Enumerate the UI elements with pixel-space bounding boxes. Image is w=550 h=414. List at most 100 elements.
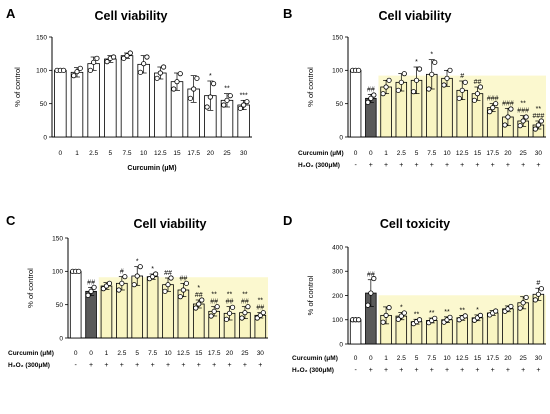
data-point (508, 106, 514, 112)
data-point (199, 297, 205, 303)
data-point (416, 66, 423, 72)
bar (87, 63, 100, 138)
data-point (223, 316, 230, 322)
y-tick-label: 100 (332, 68, 343, 75)
data-point (227, 93, 233, 99)
data-point (502, 122, 508, 128)
significance-label: ** (460, 307, 466, 314)
h2o2-mark: + (369, 367, 373, 374)
x-tick-label: 25 (241, 350, 249, 357)
x-tick-label: 10 (443, 150, 451, 157)
h2o2-mark: + (197, 362, 201, 369)
x-tick-label: 1 (384, 355, 388, 362)
x-tick-label: 2.5 (89, 150, 98, 157)
significance-label: * (197, 285, 200, 292)
data-point (187, 95, 193, 101)
x-tick-label: 10 (443, 355, 451, 362)
x-tick-label: 0 (369, 150, 373, 157)
y-tick-label: 400 (332, 244, 343, 251)
h2o2-row-label: H₂O₂ (300μM) (8, 362, 50, 369)
panel-letter: D (283, 213, 292, 228)
h2o2-mark: + (135, 362, 139, 369)
significance-label: ## (241, 299, 249, 306)
x-tick-label: 15 (195, 350, 203, 357)
bar (146, 276, 159, 339)
data-point (429, 71, 435, 77)
bar (104, 58, 117, 138)
significance-label: ** (520, 101, 526, 108)
data-point (180, 287, 186, 293)
h2o2-mark: + (399, 162, 403, 169)
x-tick-label: 0 (354, 355, 358, 362)
data-point (477, 312, 484, 318)
h2o2-mark: + (475, 367, 479, 374)
y-tick-label: 0 (339, 134, 343, 141)
x-tick-label: 25 (223, 150, 231, 157)
y-tick-label: 50 (56, 302, 64, 309)
significance-label: * (476, 307, 479, 314)
data-point (505, 114, 511, 120)
data-point (177, 294, 183, 300)
h2o2-mark: - (354, 367, 357, 374)
x-tick-label: 10 (140, 150, 148, 157)
data-point (444, 75, 450, 81)
data-point (260, 310, 266, 316)
significance-label: # (536, 280, 540, 287)
x-tick-label: 17.5 (486, 355, 499, 362)
data-point (88, 288, 94, 294)
data-point (532, 297, 538, 303)
curcumin-row-label: Curcumin (µM) (298, 150, 344, 157)
data-point (244, 99, 250, 105)
h2o2-mark: + (491, 162, 495, 169)
data-point (371, 275, 377, 282)
h2o2-mark: + (414, 367, 418, 374)
data-point (538, 118, 544, 124)
bar (54, 69, 67, 138)
data-point (193, 305, 199, 311)
y-tick-label: 50 (40, 101, 48, 108)
h2o2-mark: + (460, 162, 464, 169)
data-point (208, 313, 214, 319)
x-tick-label: 17.5 (187, 150, 200, 157)
y-tick-label: 150 (36, 34, 47, 41)
x-tick-label: 20 (504, 150, 512, 157)
data-point (447, 314, 453, 320)
data-point (508, 303, 514, 310)
y-tick-label: 100 (332, 317, 343, 324)
data-point (456, 95, 462, 101)
data-point (183, 280, 189, 286)
data-point (241, 102, 247, 108)
x-tick-label: 30 (535, 355, 543, 362)
panel-title: Cell viability (379, 9, 452, 23)
significance-label: ** (429, 310, 435, 317)
data-point (131, 282, 137, 288)
significance-label: # (120, 269, 124, 276)
y-tick-label: 150 (52, 235, 63, 242)
data-point (520, 300, 526, 306)
data-point (416, 317, 423, 323)
x-tick-label: 2.5 (117, 350, 126, 357)
bar (120, 55, 134, 138)
h2o2-mark: + (258, 362, 262, 369)
h2o2-mark: + (475, 162, 479, 169)
data-point (94, 55, 100, 61)
data-point (137, 69, 143, 75)
data-point (194, 75, 200, 81)
h2o2-mark: + (181, 362, 185, 369)
data-point (386, 305, 392, 311)
h2o2-mark: + (384, 162, 388, 169)
bar (486, 312, 499, 345)
x-tick-label: 5 (135, 350, 139, 357)
data-point (211, 308, 217, 314)
curcumin-row-label: Curcumin (μM) (292, 355, 338, 362)
data-point (365, 302, 371, 308)
data-point (153, 271, 159, 277)
data-point (395, 87, 401, 93)
y-tick-label: 100 (36, 68, 47, 75)
h2o2-mark: + (430, 162, 434, 169)
panel-title: Cell viability (95, 9, 168, 23)
significance-label: * (209, 73, 212, 80)
